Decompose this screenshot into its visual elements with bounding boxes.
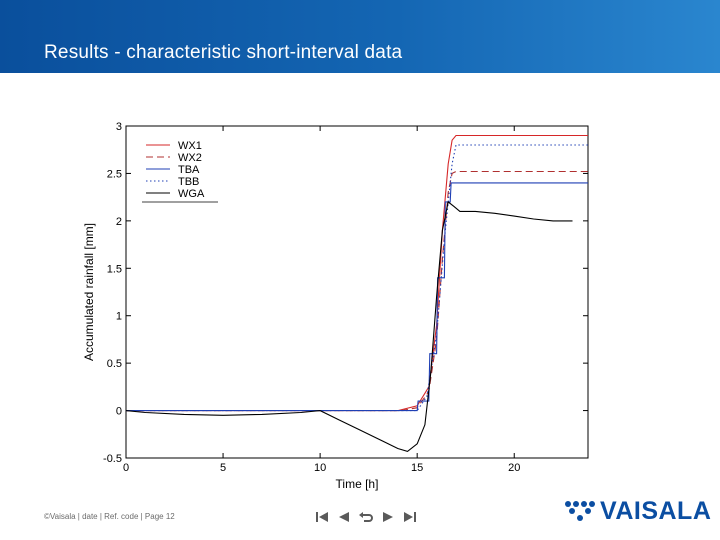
y-tick-label: -0.5 <box>103 453 122 465</box>
legend-label-wx2: WX2 <box>178 152 202 164</box>
vaisala-mark-icon <box>565 501 595 521</box>
y-tick-label: 1 <box>116 311 122 323</box>
y-tick-label: 2.5 <box>107 168 122 180</box>
return-icon[interactable] <box>358 510 374 524</box>
y-tick-label: 0 <box>116 406 122 418</box>
y-tick-label: 2 <box>116 216 122 228</box>
previous-page-icon[interactable] <box>336 510 352 524</box>
series-wx2 <box>126 170 588 412</box>
legend-label-wx1: WX1 <box>178 140 202 152</box>
first-page-icon[interactable] <box>314 510 330 524</box>
x-tick-label: 5 <box>220 462 226 474</box>
vaisala-logo: VAISALA <box>562 496 711 526</box>
x-tick-label: 20 <box>508 462 520 474</box>
legend-label-tbb: TBB <box>178 176 199 188</box>
series-wga <box>125 200 573 453</box>
x-tick-label: 0 <box>123 462 129 474</box>
slide-title: Results - characteristic short-interval … <box>44 42 403 63</box>
next-page-icon[interactable] <box>380 510 396 524</box>
series-tba <box>126 182 588 412</box>
y-tick-label: 1.5 <box>107 263 122 275</box>
y-axis-label: Accumulated rainfall [mm] <box>82 223 96 361</box>
y-tick-label: 3 <box>116 121 122 133</box>
x-axis-label: Time [h] <box>336 477 379 491</box>
legend-label-tba: TBA <box>178 164 200 176</box>
slide-navigation <box>314 510 418 524</box>
last-page-icon[interactable] <box>402 510 418 524</box>
footer-text: ©Vaisala | date | Ref. code | Page 12 <box>44 512 175 521</box>
logo-text: VAISALA <box>600 497 712 525</box>
y-tick-label: 0.5 <box>107 358 122 370</box>
legend-label-wga: WGA <box>178 188 205 200</box>
x-tick-label: 10 <box>314 462 326 474</box>
x-tick-label: 15 <box>411 462 423 474</box>
slide-header <box>0 0 720 73</box>
